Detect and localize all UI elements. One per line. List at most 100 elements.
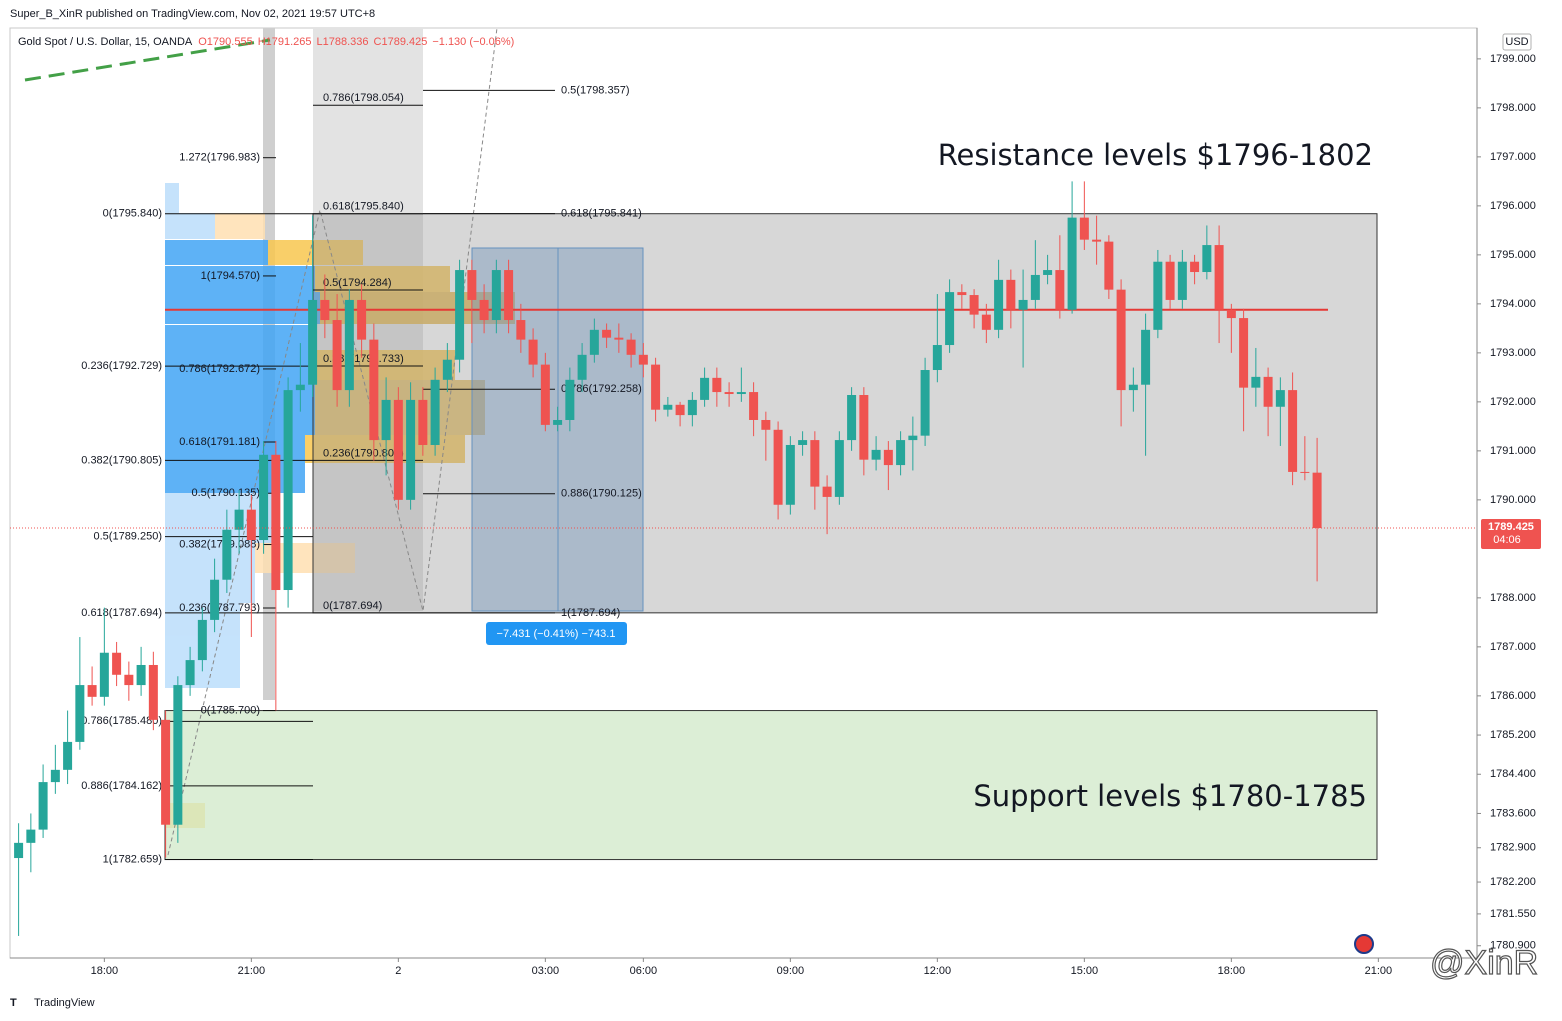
candle-body bbox=[50, 769, 60, 783]
candle-body bbox=[271, 454, 281, 591]
y-tick-label: 1782.200 bbox=[1490, 876, 1536, 888]
candle-body bbox=[736, 392, 746, 395]
fib-label: 0.618(1791.181) bbox=[179, 436, 260, 448]
candle-body bbox=[932, 345, 942, 371]
candle-body bbox=[810, 440, 820, 487]
profile-bar bbox=[165, 213, 215, 239]
candle-body bbox=[761, 419, 771, 430]
flag-icon bbox=[1354, 934, 1374, 954]
x-tick-label: 18:00 bbox=[1218, 965, 1246, 977]
candle-body bbox=[602, 329, 612, 338]
y-tick-label: 1788.000 bbox=[1490, 592, 1536, 604]
candle-body bbox=[1030, 274, 1040, 300]
candle-body bbox=[1202, 245, 1212, 273]
candle-body bbox=[798, 440, 808, 445]
candle-body bbox=[577, 354, 587, 380]
candle-body bbox=[1067, 217, 1077, 310]
candle-body bbox=[638, 354, 648, 365]
candle-body bbox=[1251, 376, 1261, 388]
fib-label: 0.618(1795.841) bbox=[561, 208, 642, 220]
candle-body bbox=[357, 299, 367, 340]
candle-body bbox=[1092, 239, 1102, 242]
y-tick-label: 1785.200 bbox=[1490, 729, 1536, 741]
y-tick-label: 1796.000 bbox=[1490, 200, 1536, 212]
y-tick-label: 1793.000 bbox=[1490, 347, 1536, 359]
candle-body bbox=[1214, 245, 1224, 310]
y-tick-label: 1782.900 bbox=[1490, 842, 1536, 854]
y-tick-label: 1780.900 bbox=[1490, 940, 1536, 952]
candle-body bbox=[749, 392, 759, 420]
volume-profile bbox=[165, 183, 515, 828]
fib-label: 0.886(1790.125) bbox=[561, 488, 642, 500]
candle-body bbox=[99, 652, 109, 697]
fib-label: 0.786(1792.258) bbox=[561, 383, 642, 395]
x-tick-label: 21:00 bbox=[1365, 965, 1393, 977]
candle-body bbox=[1006, 279, 1016, 310]
trend-line bbox=[24, 38, 271, 82]
footer-logo: T bbox=[10, 997, 17, 1009]
candle-body bbox=[626, 339, 636, 355]
y-tick-label: 1791.000 bbox=[1490, 445, 1536, 457]
x-tick-label: 15:00 bbox=[1071, 965, 1099, 977]
candle-body bbox=[332, 320, 342, 391]
fib-label: 0.786(1792.672) bbox=[179, 363, 260, 375]
x-tick-label: 12:00 bbox=[924, 965, 952, 977]
candle-body bbox=[14, 842, 24, 859]
candle-body bbox=[1141, 329, 1151, 385]
candle-body bbox=[1079, 217, 1089, 240]
measure-label-box bbox=[486, 622, 627, 645]
candle-body bbox=[222, 529, 232, 580]
currency-box bbox=[1502, 33, 1532, 51]
x-tick-label: 2 bbox=[395, 965, 401, 977]
candle-body bbox=[197, 619, 207, 661]
candle-body bbox=[148, 664, 158, 720]
fib-label: 0.382(1790.805) bbox=[81, 454, 162, 466]
candle-body bbox=[822, 486, 832, 497]
candle-body bbox=[491, 270, 501, 321]
fib-label: 0.618(1787.694) bbox=[81, 607, 162, 619]
legend-value: −1.130 (−0.06%) bbox=[432, 36, 514, 48]
candle-body bbox=[920, 370, 930, 436]
legend-value: O1790.555 bbox=[198, 36, 252, 48]
candle-body bbox=[234, 509, 244, 530]
legend-value: L1788.336 bbox=[317, 36, 369, 48]
x-tick-label: 03:00 bbox=[532, 965, 560, 977]
candle-body bbox=[871, 449, 881, 460]
y-tick-label: 1790.000 bbox=[1490, 494, 1536, 506]
candle-body bbox=[1288, 390, 1298, 472]
candle-body bbox=[1177, 261, 1187, 300]
candle-body bbox=[210, 579, 220, 620]
fib-label: 0.786(1785.480) bbox=[81, 715, 162, 727]
measure-label: −7.431 (−0.41%) −743.1 bbox=[497, 628, 616, 640]
footer: TradingView bbox=[34, 997, 95, 1009]
candle-body bbox=[455, 270, 465, 360]
candle-body bbox=[700, 377, 710, 400]
candle-body bbox=[87, 685, 97, 697]
candle-body bbox=[847, 395, 857, 441]
candle-body bbox=[651, 364, 661, 410]
profile-bar bbox=[165, 543, 255, 603]
fib-label: 0.382(1789.088) bbox=[179, 538, 260, 550]
candle-body bbox=[259, 454, 269, 541]
candle-body bbox=[161, 719, 171, 825]
candle-body bbox=[479, 299, 489, 321]
y-tick-label: 1799.000 bbox=[1490, 53, 1536, 65]
candle-body bbox=[393, 399, 403, 500]
y-tick-label: 1786.000 bbox=[1490, 690, 1536, 702]
candle-body bbox=[614, 337, 624, 340]
y-tick-label: 1792.000 bbox=[1490, 396, 1536, 408]
fib-label: 0.5(1790.135) bbox=[192, 487, 261, 499]
candle-body bbox=[834, 440, 844, 497]
currency: USD bbox=[1505, 36, 1528, 48]
candle-body bbox=[112, 652, 122, 675]
profile-bar bbox=[165, 266, 315, 292]
candle-body bbox=[908, 435, 918, 441]
candle-body bbox=[246, 509, 256, 541]
candle-body bbox=[381, 399, 391, 441]
candle-body bbox=[1165, 261, 1175, 300]
candle-body bbox=[528, 339, 538, 365]
candle-body bbox=[1239, 318, 1249, 388]
candle-body bbox=[675, 404, 685, 416]
profile-bar bbox=[165, 435, 305, 493]
legend: Gold Spot / U.S. Dollar, 15, OANDA O1790.… bbox=[18, 36, 514, 48]
